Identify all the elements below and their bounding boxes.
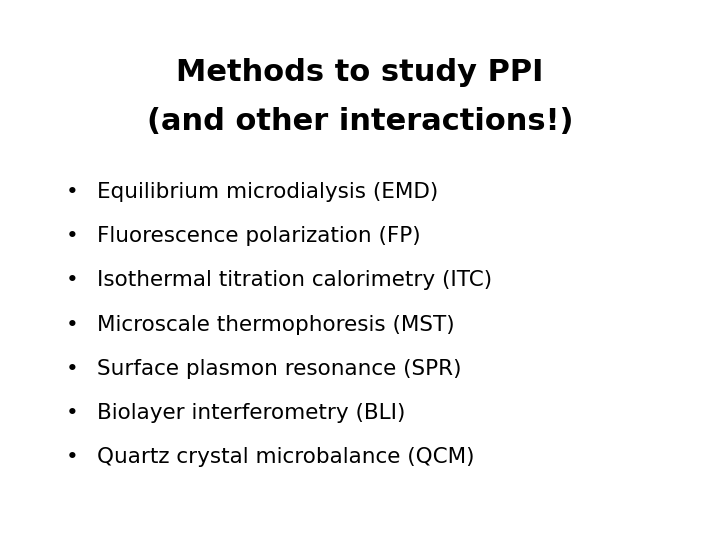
Text: (and other interactions!): (and other interactions!) xyxy=(147,107,573,136)
Text: Methods to study PPI: Methods to study PPI xyxy=(176,58,544,87)
Text: Isothermal titration calorimetry (ITC): Isothermal titration calorimetry (ITC) xyxy=(97,270,492,291)
Text: Biolayer interferometry (BLI): Biolayer interferometry (BLI) xyxy=(97,403,405,423)
Text: Microscale thermophoresis (MST): Microscale thermophoresis (MST) xyxy=(97,314,455,335)
Text: Equilibrium microdialysis (EMD): Equilibrium microdialysis (EMD) xyxy=(97,181,438,202)
Text: •: • xyxy=(66,359,78,379)
Text: •: • xyxy=(66,181,78,202)
Text: •: • xyxy=(66,270,78,291)
Text: •: • xyxy=(66,447,78,468)
Text: Surface plasmon resonance (SPR): Surface plasmon resonance (SPR) xyxy=(97,359,462,379)
Text: •: • xyxy=(66,314,78,335)
Text: •: • xyxy=(66,403,78,423)
Text: •: • xyxy=(66,226,78,246)
Text: Fluorescence polarization (FP): Fluorescence polarization (FP) xyxy=(97,226,420,246)
Text: Quartz crystal microbalance (QCM): Quartz crystal microbalance (QCM) xyxy=(97,447,474,468)
